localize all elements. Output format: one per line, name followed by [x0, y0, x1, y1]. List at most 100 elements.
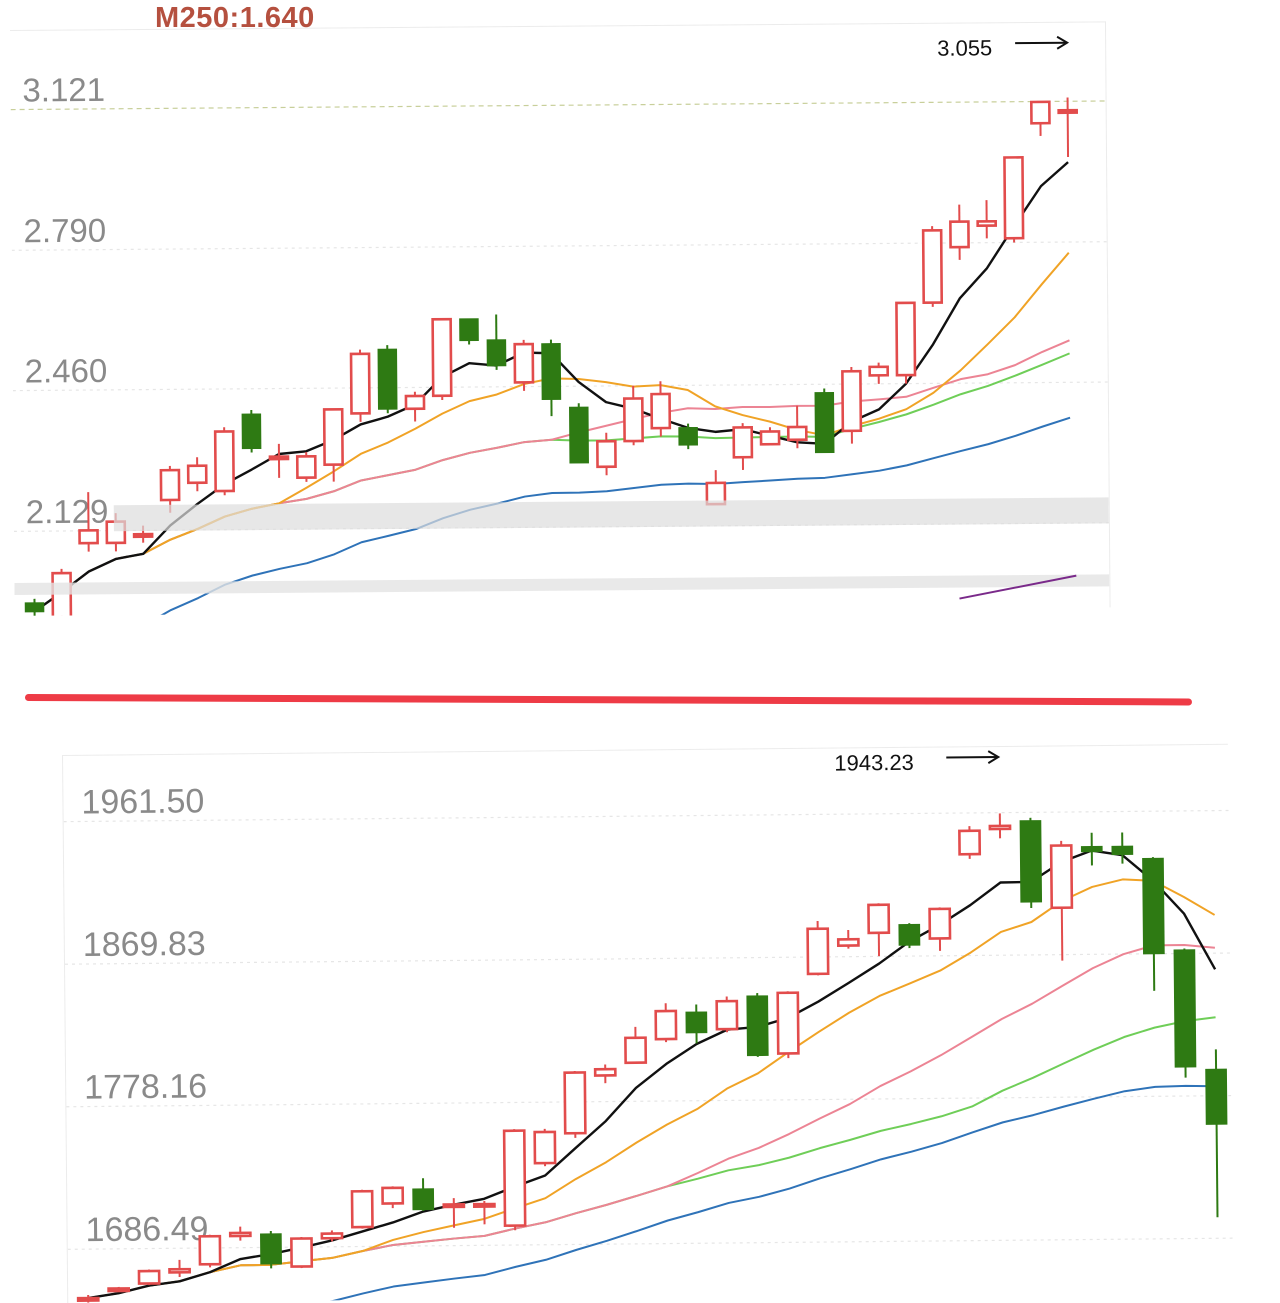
candle-up	[1059, 110, 1077, 113]
candle-up	[382, 1188, 402, 1204]
candle-up	[291, 1238, 311, 1266]
candle-up	[595, 1069, 615, 1075]
candle-up	[1004, 157, 1023, 238]
candle-down	[1206, 1069, 1227, 1124]
candle-up	[838, 939, 858, 945]
grid-line	[64, 810, 1229, 821]
candle-down	[378, 349, 396, 409]
candle-down	[1020, 821, 1041, 902]
candle-up	[188, 466, 206, 483]
candle-down	[570, 407, 588, 462]
candle-up	[161, 470, 179, 500]
ma60-line	[86, 1086, 1218, 1303]
candle-up	[322, 1233, 342, 1238]
candle-down	[899, 925, 919, 945]
candle-down	[1143, 859, 1164, 954]
candle-down	[261, 1234, 281, 1264]
grid-line	[66, 1096, 1231, 1107]
candle-down	[413, 1189, 433, 1209]
y-tick-label: 1869.83	[83, 925, 206, 964]
candle-up	[808, 929, 829, 974]
candle-up	[139, 1271, 159, 1284]
shaded-band-lower	[14, 574, 1109, 595]
candle-up	[778, 993, 799, 1054]
red-divider-line	[25, 694, 1192, 705]
candle-up	[134, 534, 152, 537]
candle-up	[597, 441, 615, 467]
candle-up	[1051, 845, 1072, 907]
candle-down	[460, 319, 478, 340]
candle-up	[565, 1072, 586, 1133]
candle-up	[978, 221, 996, 225]
candle-down	[242, 414, 260, 448]
candle-up	[923, 230, 942, 302]
ma20-line	[85, 945, 1218, 1298]
candle-up	[215, 431, 233, 491]
candle-up	[896, 303, 915, 375]
candle-up	[474, 1204, 494, 1207]
candle-up	[351, 354, 369, 414]
candle-up	[652, 394, 670, 428]
candle-up	[788, 427, 806, 440]
candle-down	[747, 996, 768, 1055]
lower-candlestick-chart: 1961.50 1869.83 1778.16 1686.49 1943.23	[62, 744, 1233, 1303]
ma10-line	[84, 879, 1218, 1299]
candle-up	[230, 1233, 250, 1236]
ma5-line	[84, 849, 1218, 1298]
shaded-band	[114, 497, 1109, 531]
candle-down	[487, 340, 505, 366]
ma250-label: M250:1.640	[155, 2, 315, 35]
lower-chart-canvas: 1961.50 1869.83 1778.16 1686.49 1943.23	[63, 745, 1233, 1303]
candle-up	[78, 1298, 98, 1301]
candle-up	[761, 431, 779, 444]
candle-up	[406, 396, 424, 409]
y-tick-label: 2.790	[23, 212, 106, 250]
candle-down	[679, 428, 697, 445]
candle-up	[324, 409, 342, 464]
candle-up	[842, 371, 860, 431]
candle-down	[1174, 950, 1195, 1067]
candle-up	[169, 1269, 189, 1272]
candle-up	[930, 909, 950, 939]
candle-down	[686, 1012, 706, 1032]
candle-down	[815, 393, 833, 453]
candle-up	[109, 1288, 129, 1291]
candle-up	[624, 398, 642, 441]
grid-line	[68, 1238, 1233, 1249]
y-tick-label: 2.460	[25, 352, 108, 390]
candle-up	[535, 1132, 555, 1163]
candle-up	[515, 344, 533, 382]
candle-down	[542, 344, 560, 399]
candle-up	[200, 1236, 220, 1264]
candle-up	[990, 826, 1010, 829]
candle-up	[80, 530, 98, 543]
candle-up	[959, 831, 979, 855]
candle-up	[1031, 102, 1049, 123]
candle-up	[625, 1038, 645, 1063]
candle-down	[1082, 847, 1102, 852]
candle-up	[717, 1001, 737, 1029]
candle-up	[734, 427, 752, 457]
y-tick-label: 2.129	[26, 493, 109, 531]
candle-up	[444, 1204, 464, 1207]
y-tick-label: 1778.16	[84, 1067, 207, 1106]
grid-line	[65, 953, 1230, 964]
max-price-annotation: 3.055	[937, 35, 992, 60]
candle-down	[25, 603, 43, 612]
candle-up	[297, 456, 315, 477]
candle-down	[1112, 846, 1132, 854]
candle-up	[433, 319, 452, 396]
candle-up	[868, 905, 888, 933]
candle-up	[504, 1131, 525, 1226]
candle-up	[870, 367, 888, 376]
candle-up	[656, 1011, 676, 1039]
grid-line	[11, 101, 1106, 110]
candle-up	[950, 222, 968, 248]
upper-chart-canvas: 3.121 2.790 2.460 2.129 3.055	[10, 22, 1110, 616]
candle-up	[352, 1191, 372, 1227]
candle-up	[270, 457, 288, 460]
y-tick-label: 1686.49	[85, 1210, 208, 1249]
y-tick-label: 3.121	[22, 71, 105, 109]
y-tick-label: 1961.50	[81, 782, 204, 821]
max-price-annotation: 1943.23	[834, 750, 914, 776]
